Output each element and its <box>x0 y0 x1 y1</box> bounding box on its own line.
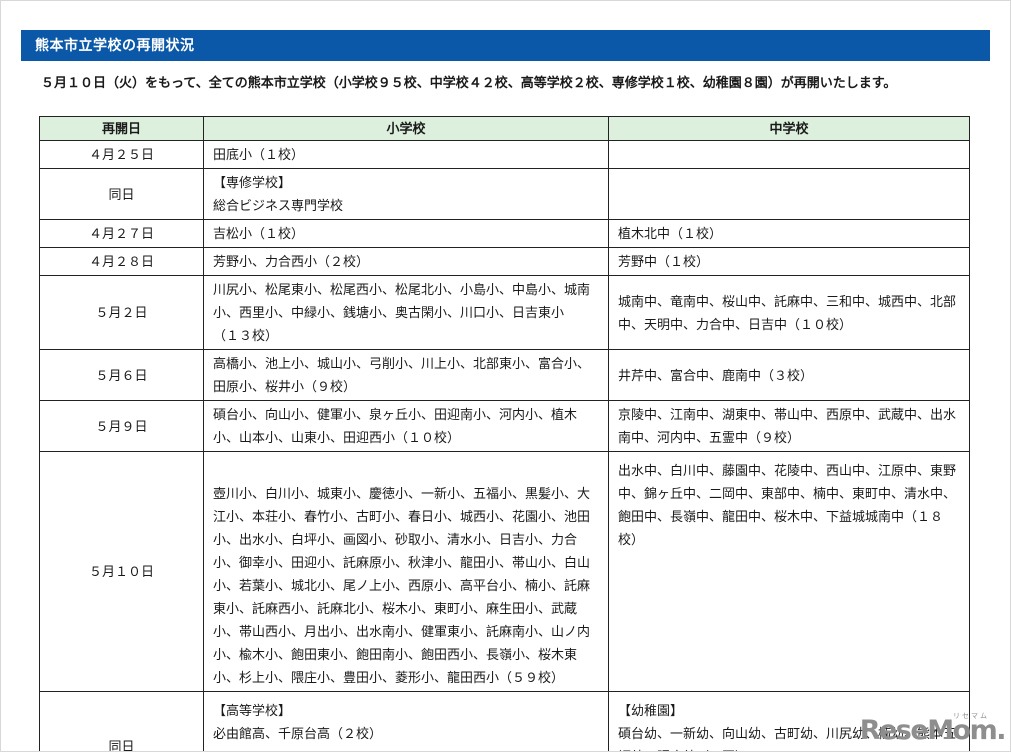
table-header-row: 再開日 小学校 中学校 <box>39 116 970 141</box>
table-row: 同日 【専修学校】 総合ビジネス専門学校 <box>39 168 970 220</box>
cell-reopen-date: 同日 <box>39 168 204 220</box>
table-row: ５月９日 碩台小、向山小、健軍小、泉ヶ丘小、田迎南小、河内小、植木小、山本小、山… <box>39 400 970 452</box>
resemom-logo-text: ReseMom. <box>859 715 1007 746</box>
cell-junior-high-schools: 【幼稚園】 碩台幼、一新幼、向山幼、古町幼、川尻幼、楠幼、熊本五福幼、隈庄幼（８… <box>608 691 970 751</box>
cell-junior-high-schools: 芳野中（１校） <box>608 247 970 276</box>
cell-junior-high-schools: 植木北中（１校） <box>608 219 970 248</box>
table-row: ５月６日 高橋小、池上小、城山小、弓削小、川上小、北部東小、富合小、田原小、桜井… <box>39 349 970 401</box>
cell-elementary-schools: 高橋小、池上小、城山小、弓削小、川上小、北部東小、富合小、田原小、桜井小（９校） <box>203 349 609 401</box>
cell-junior-high-schools: 出水中、白川中、藤園中、花陵中、西山中、江原中、東野中、錦ヶ丘中、二岡中、東部中… <box>608 451 970 692</box>
cell-junior-high-schools: 城南中、竜南中、桜山中、託麻中、三和中、城西中、北部中、天明中、力合中、日吉中（… <box>608 275 970 350</box>
table-row: ４月２７日 吉松小（１校） 植木北中（１校） <box>39 219 970 248</box>
resemom-watermark-logo: リセマム ReseMom. <box>859 713 1007 746</box>
cell-reopen-date: ４月２５日 <box>39 140 204 169</box>
column-header-elementary: 小学校 <box>203 116 609 141</box>
cell-reopen-date: ４月２７日 <box>39 219 204 248</box>
table-row: 同日 【高等学校】 必由館高、千原台高（２校） 【幼稚園】 碩台幼、一新幼、向山… <box>39 691 970 751</box>
cell-elementary-schools: 田底小（１校） <box>203 140 609 169</box>
cell-reopen-date: ５月１０日 <box>39 451 204 692</box>
cell-elementary-schools: 吉松小（１校） <box>203 219 609 248</box>
cell-elementary-schools: 芳野小、力合西小（２校） <box>203 247 609 276</box>
cell-elementary-schools: 川尻小、松尾東小、松尾西小、松尾北小、小島小、中島小、城南小、西里小、中緑小、銭… <box>203 275 609 350</box>
table-row: ５月１０日 壺川小、白川小、城東小、慶徳小、一新小、五福小、黒髪小、大江小、本荘… <box>39 451 970 692</box>
cell-reopen-date: ５月６日 <box>39 349 204 401</box>
cell-junior-high-schools <box>608 140 970 169</box>
table-row: ５月２日 川尻小、松尾東小、松尾西小、松尾北小、小島小、中島小、城南小、西里小、… <box>39 275 970 350</box>
page-title-bar: 熊本市立学校の再開状況 <box>21 30 990 61</box>
cell-reopen-date: ４月２８日 <box>39 247 204 276</box>
cell-reopen-date: 同日 <box>39 691 204 751</box>
cell-reopen-date: ５月２日 <box>39 275 204 350</box>
intro-text: ５月１０日（火）をもって、全ての熊本市立学校（小学校９５校、中学校４２校、高等学… <box>41 75 897 90</box>
page-title: 熊本市立学校の再開状況 <box>35 37 195 53</box>
cell-elementary-schools: 【専修学校】 総合ビジネス専門学校 <box>203 168 609 220</box>
column-header-junior-high: 中学校 <box>608 116 970 141</box>
cell-elementary-schools: 碩台小、向山小、健軍小、泉ヶ丘小、田迎南小、河内小、植木小、山本小、山東小、田迎… <box>203 400 609 452</box>
cell-elementary-schools: 壺川小、白川小、城東小、慶徳小、一新小、五福小、黒髪小、大江小、本荘小、春竹小、… <box>203 451 609 692</box>
resemom-furigana: リセマム <box>953 713 989 720</box>
cell-junior-high-schools <box>608 168 970 220</box>
column-header-reopen-date: 再開日 <box>39 116 204 141</box>
reopening-status-table: 再開日 小学校 中学校 ４月２５日 田底小（１校） 同日 【専修学校】 総合ビジ… <box>39 116 970 751</box>
cell-reopen-date: ５月９日 <box>39 400 204 452</box>
cell-junior-high-schools: 京陵中、江南中、湖東中、帯山中、西原中、武蔵中、出水南中、河内中、五霊中（９校） <box>608 400 970 452</box>
cell-elementary-schools: 【高等学校】 必由館高、千原台高（２校） <box>203 691 609 751</box>
cell-junior-high-schools: 井芹中、富合中、鹿南中（３校） <box>608 349 970 401</box>
table-row: ４月２８日 芳野小、力合西小（２校） 芳野中（１校） <box>39 247 970 276</box>
table-row: ４月２５日 田底小（１校） <box>39 140 970 169</box>
